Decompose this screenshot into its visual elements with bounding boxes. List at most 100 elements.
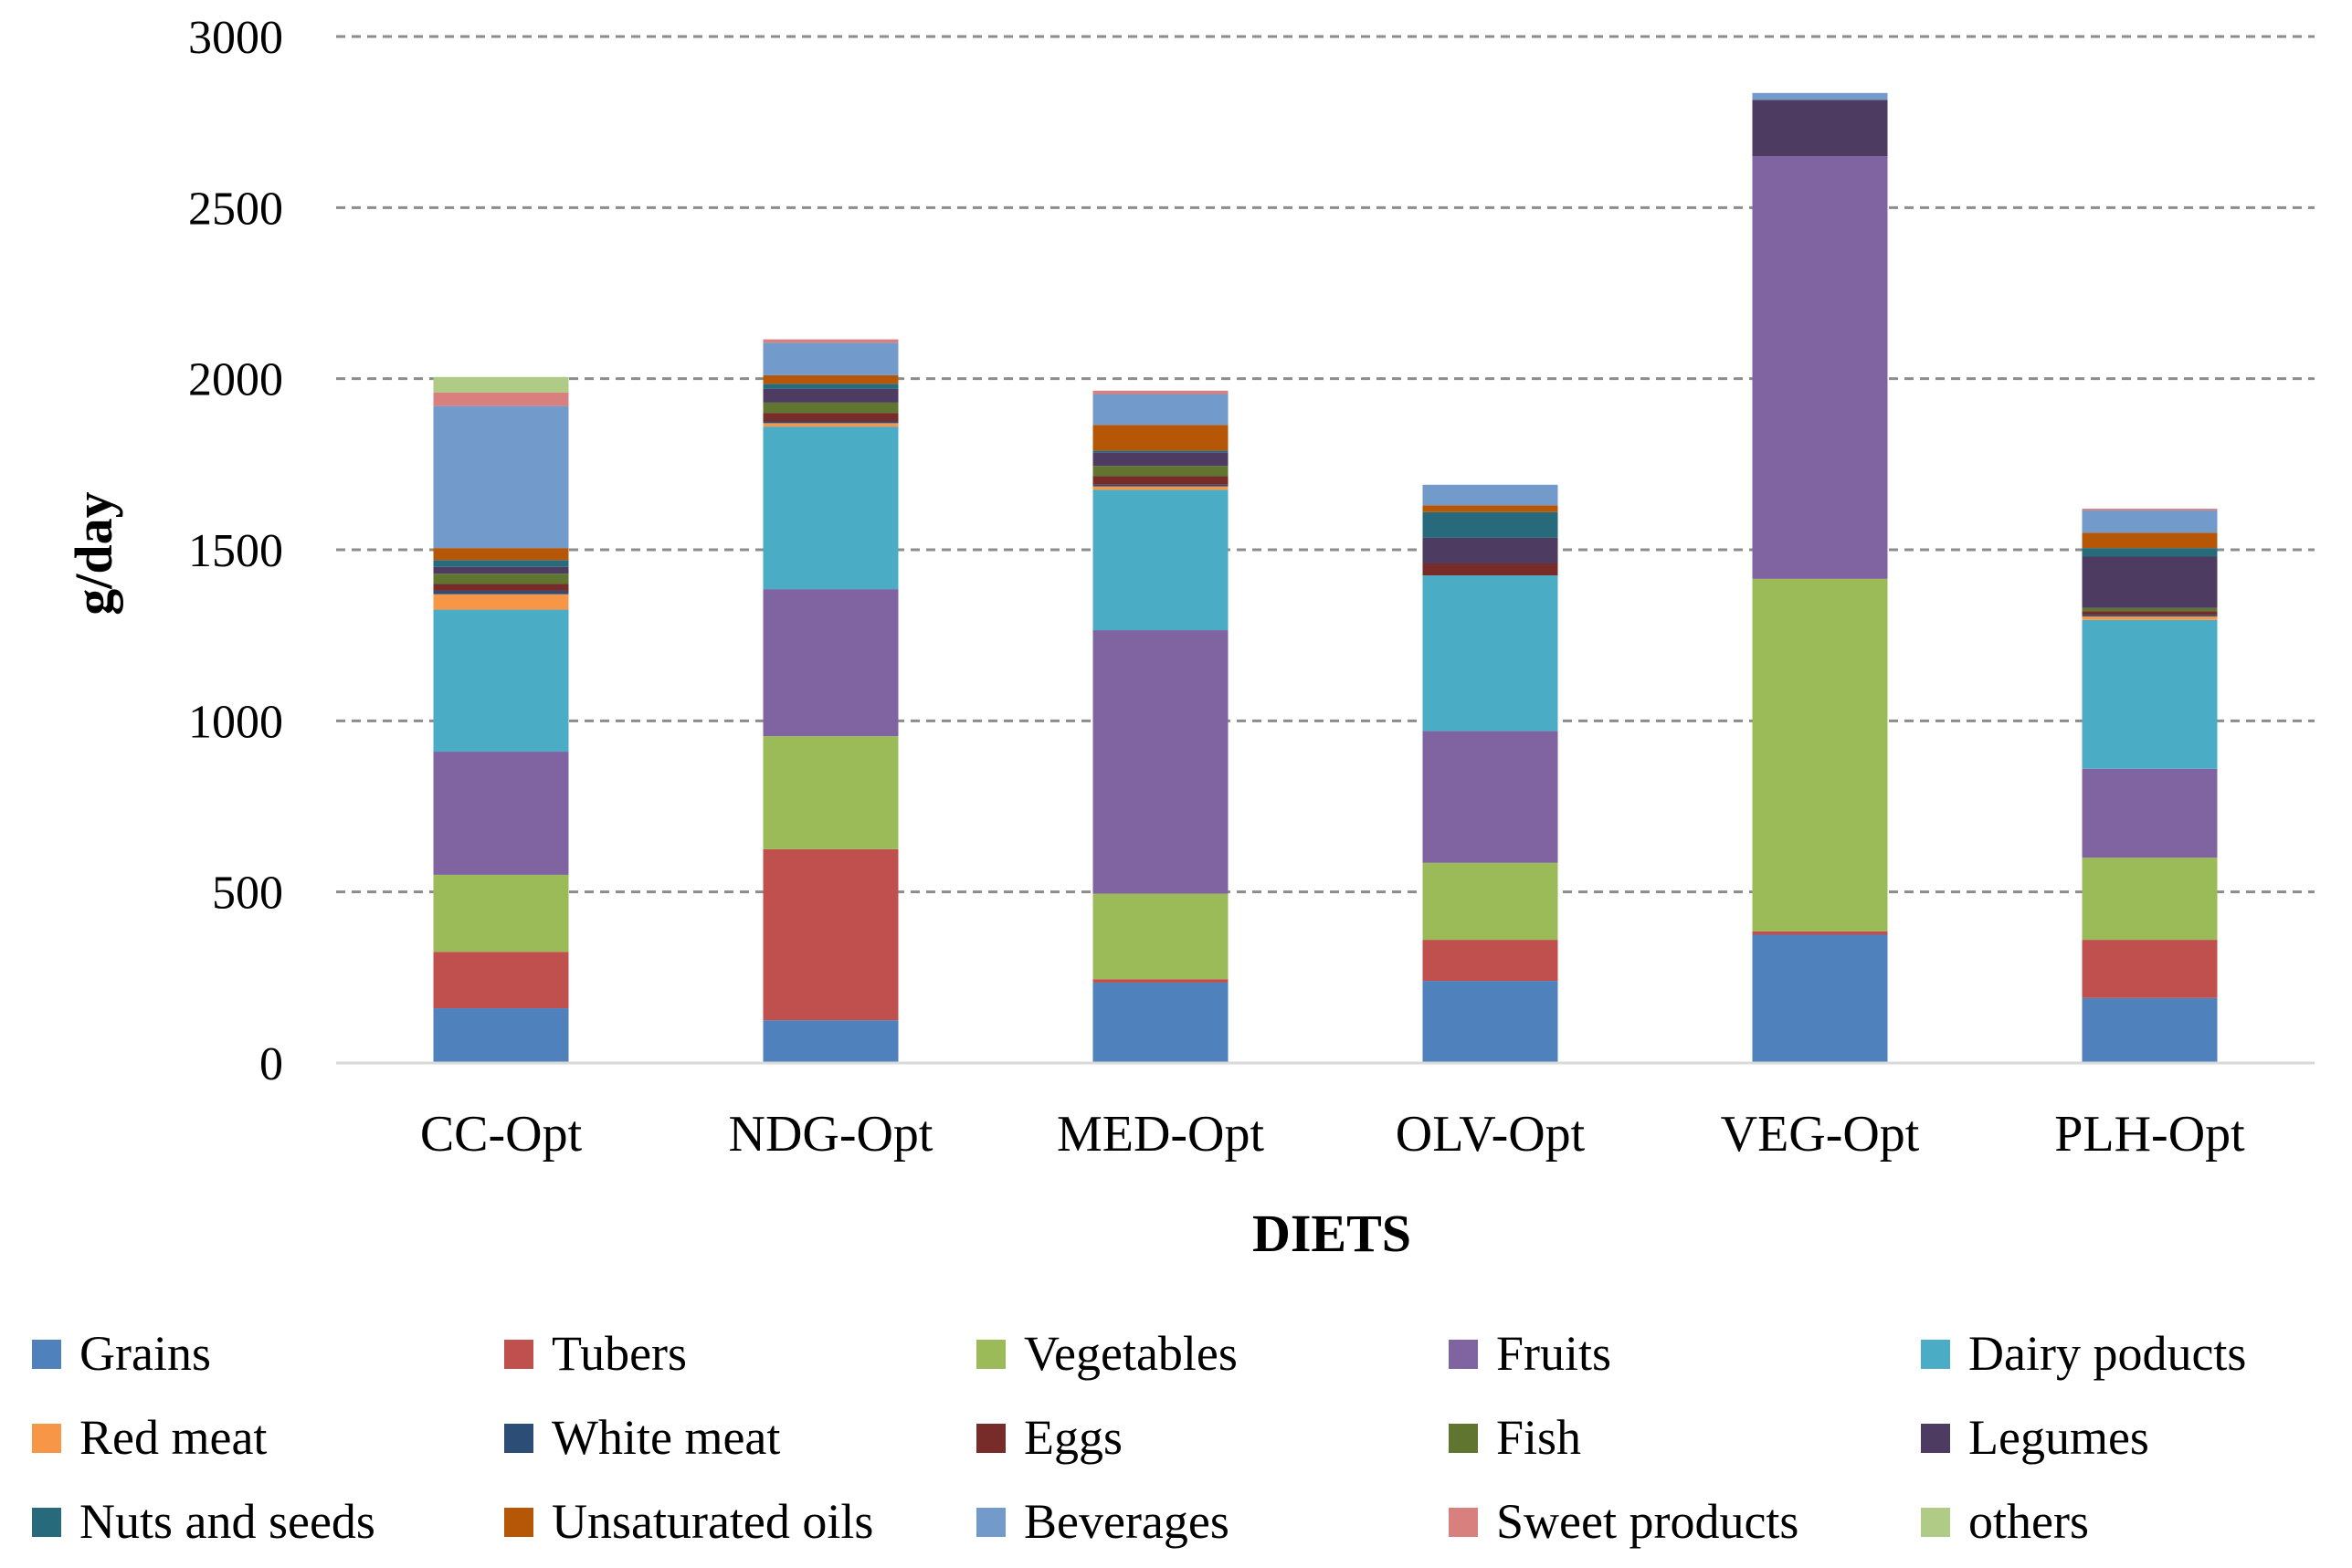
bar-segment-grains bbox=[2082, 997, 2218, 1063]
bar-segment-unsaturated-oils bbox=[1092, 425, 1229, 451]
bar-segment-fruits bbox=[1752, 156, 1888, 579]
legend-label: Grains bbox=[79, 1326, 211, 1381]
y-tick-label: 1000 bbox=[188, 696, 283, 748]
bar-segment-dairy-poducts bbox=[763, 426, 899, 590]
bar-segment-dairy-poducts bbox=[1092, 489, 1229, 631]
y-tick-label: 0 bbox=[259, 1038, 283, 1090]
legend-label: Eggs bbox=[1024, 1410, 1123, 1465]
bar-segment-unsaturated-oils bbox=[1422, 505, 1558, 512]
legend-swatch bbox=[1921, 1508, 1950, 1537]
bar-segment-red-meat bbox=[433, 594, 569, 610]
bar-segment-tubers bbox=[433, 952, 569, 1009]
y-tick-label: 2500 bbox=[188, 183, 283, 235]
bar-segment-unsaturated-oils bbox=[433, 548, 569, 561]
bar-segment-nuts-and-seeds bbox=[763, 384, 899, 389]
legend-swatch bbox=[504, 1508, 533, 1537]
bar-segment-dairy-poducts bbox=[433, 609, 569, 752]
bar-segment-nuts-and-seeds bbox=[433, 560, 569, 567]
bar-segment-beverages bbox=[1422, 484, 1558, 506]
legend-label: Beverages bbox=[1024, 1494, 1229, 1549]
bar-segment-beverages bbox=[433, 405, 569, 549]
legend-label: Red meat bbox=[79, 1410, 267, 1465]
legend-swatch bbox=[976, 1508, 1006, 1537]
legend-label: Tubers bbox=[552, 1326, 687, 1381]
x-axis-categories: CC-Opt NDG-Opt MED-Opt OLV-Opt VEG-Opt PLH-Op… bbox=[420, 1106, 2245, 1163]
bar-segment-fish bbox=[433, 574, 569, 584]
gridlines bbox=[336, 35, 2315, 894]
bar-segment-tubers bbox=[1752, 931, 1888, 935]
bar-segment-unsaturated-oils bbox=[763, 374, 899, 384]
bar-segment-sweet-products bbox=[763, 339, 899, 343]
legend-label: Legumes bbox=[1968, 1410, 2149, 1465]
bar-segment-fish bbox=[2082, 607, 2218, 612]
x-category-label: MED-Opt bbox=[1057, 1106, 1265, 1163]
legend-swatch bbox=[1921, 1424, 1950, 1453]
bar-segment-grains bbox=[1092, 982, 1229, 1063]
y-tick-label: 2000 bbox=[188, 354, 283, 406]
x-category-label: CC-Opt bbox=[420, 1106, 583, 1163]
bar-segment-vegetables bbox=[1422, 862, 1558, 941]
legend-swatch bbox=[504, 1424, 533, 1453]
legend-label: White meat bbox=[552, 1410, 780, 1465]
bar-segment-fruits bbox=[433, 752, 569, 875]
bar-segment-nuts-and-seeds bbox=[1092, 450, 1229, 453]
legend-swatch bbox=[1449, 1340, 1478, 1369]
x-category-label: NDG-Opt bbox=[729, 1106, 933, 1163]
bar-segment-fish bbox=[763, 402, 899, 414]
bar-segment-dairy-poducts bbox=[2082, 619, 2218, 769]
legend-swatch bbox=[976, 1424, 1006, 1453]
legend-label: Nuts and seeds bbox=[79, 1494, 375, 1549]
bar-segment-beverages bbox=[1092, 394, 1229, 426]
bar-segment-legumes bbox=[1092, 452, 1229, 467]
bar-segment-tubers bbox=[1422, 940, 1558, 982]
bar-segment-tubers bbox=[763, 848, 899, 1021]
bar-segment-tubers bbox=[2082, 940, 2218, 998]
legend-swatch bbox=[976, 1340, 1006, 1369]
y-tick-label: 1500 bbox=[188, 525, 283, 577]
bar-segment-vegetables bbox=[433, 874, 569, 952]
bar-segment-fruits bbox=[1092, 630, 1229, 894]
legend-swatch bbox=[1449, 1508, 1478, 1537]
legend-swatch bbox=[1921, 1340, 1950, 1369]
bar-segment-dairy-poducts bbox=[1422, 575, 1558, 731]
y-axis-title: g/day bbox=[64, 491, 123, 615]
bar-segment-vegetables bbox=[2082, 858, 2218, 941]
bar-segment-grains bbox=[1422, 981, 1558, 1063]
y-tick-label: 500 bbox=[212, 868, 283, 920]
bar-segment-grains bbox=[1752, 934, 1888, 1063]
bar-segment-legumes bbox=[2082, 556, 2218, 608]
bar-segment-white-meat bbox=[763, 421, 899, 424]
bar-segment-others bbox=[433, 376, 569, 393]
legend-label: Dairy poducts bbox=[1968, 1326, 2246, 1381]
bar-segment-legumes bbox=[1752, 100, 1888, 157]
bar-segment-fruits bbox=[1422, 731, 1558, 863]
bar-segment-sweet-products bbox=[1092, 390, 1229, 395]
bar-segment-white-meat bbox=[1092, 484, 1229, 487]
bar-segment-fish bbox=[1092, 466, 1229, 477]
bar-segment-eggs bbox=[433, 584, 569, 591]
x-axis-title: DIETS bbox=[1252, 1204, 1411, 1263]
legend-label: Vegetables bbox=[1024, 1326, 1238, 1381]
y-axis-ticks: 0 500 1000 1500 2000 2500 3000 bbox=[188, 12, 283, 1090]
bar-segment-sweet-products bbox=[2082, 509, 2218, 510]
bar-segment-eggs bbox=[763, 413, 899, 422]
bar-segment-vegetables bbox=[1092, 893, 1229, 980]
bar-segment-beverages bbox=[1752, 92, 1888, 100]
legend-label: Fish bbox=[1496, 1410, 1581, 1465]
bar-segment-vegetables bbox=[763, 736, 899, 849]
legend-swatch bbox=[32, 1424, 61, 1453]
legend-label: Unsaturated oils bbox=[552, 1494, 873, 1549]
bar-segment-red-meat bbox=[763, 423, 899, 427]
bars bbox=[433, 92, 2218, 1063]
bar-segment-grains bbox=[433, 1008, 569, 1063]
legend-swatch bbox=[32, 1340, 61, 1369]
bar-segment-fruits bbox=[2082, 768, 2218, 858]
bar-segment-grains bbox=[763, 1020, 899, 1063]
x-category-label: VEG-Opt bbox=[1721, 1106, 1920, 1163]
bar-segment-fruits bbox=[763, 589, 899, 737]
bar-segment-white-meat bbox=[433, 590, 569, 595]
bar-segment-red-meat bbox=[2082, 616, 2218, 620]
bar-segment-legumes bbox=[1422, 537, 1558, 563]
x-category-label: OLV-Opt bbox=[1396, 1106, 1586, 1163]
